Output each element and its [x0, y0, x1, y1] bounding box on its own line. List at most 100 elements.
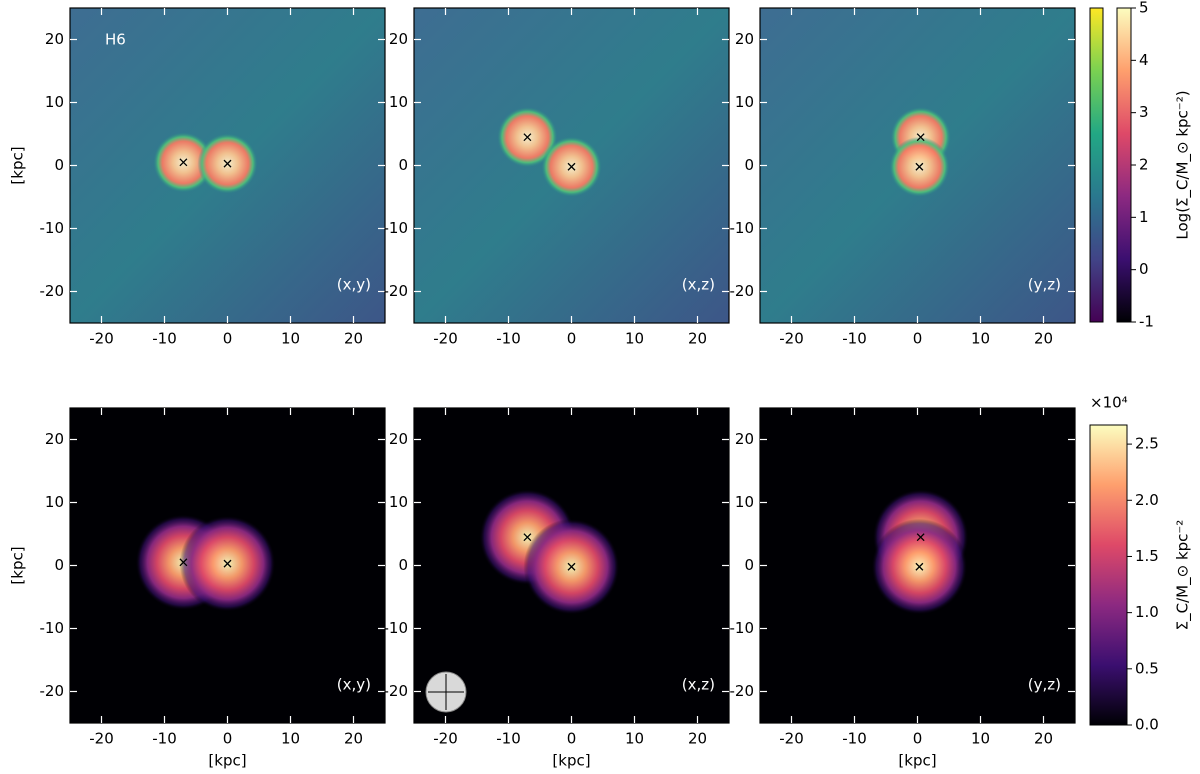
colorbar-offset-label: ×10⁴ — [1090, 394, 1128, 412]
colorbar-tick-label: 2 — [1139, 156, 1149, 174]
colorbar — [1116, 7, 1132, 323]
x-tick-label: -10 — [152, 730, 177, 748]
colorbar-label: Log(Σ_C/M_⊙ kpc⁻²) — [1174, 90, 1193, 239]
marker — [915, 562, 924, 571]
marker — [223, 559, 232, 568]
y-tick-label: -20 — [730, 282, 755, 300]
y-tick-label: -10 — [730, 219, 755, 237]
marker — [916, 133, 925, 142]
x-tick-label: 20 — [1034, 730, 1053, 748]
panel-annotation: (y,z) — [1028, 676, 1061, 694]
x-tick-label: 10 — [625, 730, 644, 748]
x-tick-label: -20 — [89, 730, 114, 748]
panel-annotation: (x,z) — [682, 276, 715, 294]
x-tick-label: 0 — [913, 730, 923, 748]
marker — [567, 162, 576, 171]
y-tick-label: 0 — [744, 556, 754, 574]
y-tick-label: 0 — [744, 156, 754, 174]
colorbar-tick-label: 2.0 — [1135, 491, 1159, 509]
y-tick-label: 20 — [389, 430, 408, 448]
y-tick-label: 20 — [45, 30, 64, 48]
y-tick-label: 0 — [54, 156, 64, 174]
y-tick-label: 20 — [389, 30, 408, 48]
y-tick-label: -10 — [730, 619, 755, 637]
colorbar-label: Σ_C/M_⊙ kpc⁻² — [1174, 520, 1193, 631]
y-tick-label: -20 — [730, 682, 755, 700]
colorbar-tick-label: -1 — [1139, 313, 1154, 331]
y-tick-label: 10 — [735, 93, 754, 111]
y-tick-label: -20 — [40, 682, 65, 700]
y-tick-label: 20 — [45, 430, 64, 448]
x-tick-label: 10 — [971, 330, 990, 348]
y-tick-label: -20 — [384, 282, 409, 300]
y-tick-label: 10 — [389, 493, 408, 511]
y-tick-label: 0 — [398, 556, 408, 574]
x-tick-label: 0 — [223, 330, 233, 348]
x-tick-label: 10 — [625, 330, 644, 348]
x-tick-label: -10 — [496, 330, 521, 348]
marker — [223, 159, 232, 168]
y-axis-label: [kpc] — [9, 546, 27, 584]
x-tick-label: -20 — [779, 730, 804, 748]
x-tick-label: 0 — [913, 330, 923, 348]
x-tick-label: -10 — [842, 330, 867, 348]
x-tick-label: 10 — [971, 730, 990, 748]
y-axis-label: [kpc] — [9, 146, 27, 184]
x-tick-label: 10 — [281, 730, 300, 748]
marker — [916, 533, 925, 542]
marker — [179, 158, 188, 167]
marker — [567, 562, 576, 571]
panel-annotation: (x,y) — [337, 276, 371, 294]
y-tick-label: -10 — [40, 619, 65, 637]
x-tick-label: 10 — [281, 330, 300, 348]
y-tick-label: -20 — [384, 682, 409, 700]
colorbar — [1089, 7, 1104, 323]
marker — [523, 133, 532, 142]
colorbar-tick-label: 1.0 — [1135, 603, 1159, 621]
x-tick-label: 20 — [1034, 330, 1053, 348]
x-tick-label: -20 — [779, 330, 804, 348]
x-tick-label: 20 — [344, 730, 363, 748]
panel-annotation: (x,y) — [337, 676, 371, 694]
beam — [425, 671, 467, 713]
x-tick-label: 0 — [567, 330, 577, 348]
y-tick-label: 0 — [54, 556, 64, 574]
panel-label: H6 — [105, 31, 126, 49]
y-tick-label: 20 — [735, 430, 754, 448]
colorbar-tick-label: 4 — [1139, 51, 1149, 69]
x-tick-label: -10 — [152, 330, 177, 348]
y-tick-label: 10 — [45, 493, 64, 511]
panel-annotation: (x,z) — [682, 676, 715, 694]
y-tick-label: 0 — [398, 156, 408, 174]
marker — [179, 558, 188, 567]
x-tick-label: 0 — [567, 730, 577, 748]
colorbar-tick-label: 5 — [1139, 0, 1149, 17]
colorbar — [1089, 424, 1128, 726]
y-tick-label: 10 — [45, 93, 64, 111]
y-tick-label: 10 — [735, 493, 754, 511]
y-tick-label: 20 — [735, 30, 754, 48]
x-tick-label: 0 — [223, 730, 233, 748]
y-tick-label: -20 — [40, 282, 65, 300]
y-tick-label: -10 — [384, 619, 409, 637]
x-tick-label: 20 — [688, 730, 707, 748]
y-tick-label: 10 — [389, 93, 408, 111]
x-axis-label: [kpc] — [552, 752, 590, 770]
colorbar-tick-label: 2.5 — [1135, 435, 1159, 453]
colorbar-tick-label: 0 — [1139, 260, 1149, 278]
x-tick-label: -20 — [89, 330, 114, 348]
marker — [523, 533, 532, 542]
y-tick-label: -10 — [384, 219, 409, 237]
colorbar-tick-label: 0.0 — [1135, 716, 1159, 734]
x-tick-label: 20 — [688, 330, 707, 348]
x-tick-label: -10 — [842, 730, 867, 748]
x-tick-label: -20 — [433, 330, 458, 348]
x-tick-label: -20 — [433, 730, 458, 748]
colorbar-tick-label: 1 — [1139, 208, 1149, 226]
marker — [915, 162, 924, 171]
x-axis-label: [kpc] — [898, 752, 936, 770]
x-axis-label: [kpc] — [208, 752, 246, 770]
panel-annotation: (y,z) — [1028, 276, 1061, 294]
